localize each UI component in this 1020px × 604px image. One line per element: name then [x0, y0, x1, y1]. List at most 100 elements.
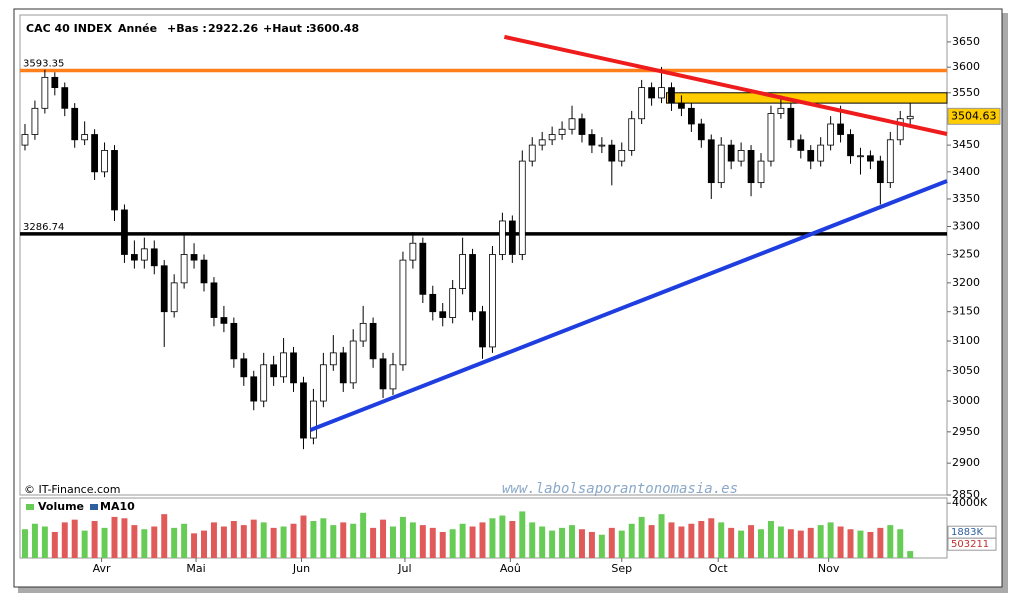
volume-bar [210, 522, 217, 558]
volume-bar [340, 522, 347, 558]
volume-bar [71, 519, 78, 558]
volume-bar [807, 527, 814, 558]
candle-body [349, 340, 357, 384]
candle-body [896, 118, 904, 141]
candle-body [329, 352, 337, 366]
volume-bar [897, 529, 904, 558]
volume-bar [439, 531, 446, 558]
x-tick-label: Jun [292, 562, 310, 575]
candle-body [31, 107, 39, 135]
volume-bar [419, 525, 426, 558]
volume-bar [499, 515, 506, 558]
y-tick-label: 3450 [952, 138, 980, 151]
candle-body [200, 259, 208, 284]
level-label: 3286.74 [23, 222, 64, 233]
candle-body [727, 144, 735, 162]
y-tick-label: 3150 [952, 305, 980, 318]
candle-body [807, 150, 815, 162]
volume-bar [390, 526, 396, 558]
y-tick-label: 3600 [952, 60, 980, 73]
candle-body [608, 144, 616, 162]
trend-line [503, 34, 948, 136]
volume-bar [131, 525, 138, 558]
candle-body [837, 123, 844, 135]
volume-bar [827, 522, 834, 558]
volume-bar [240, 525, 247, 558]
candle-body [71, 107, 79, 141]
volume-bar [569, 525, 576, 558]
volume-bar [648, 525, 655, 558]
volume-bar [230, 521, 237, 558]
stat-label: +Haut : [263, 22, 310, 35]
volume-bar [399, 516, 406, 558]
candle-body [310, 400, 317, 439]
volume-bar [290, 523, 297, 558]
volume-bar [101, 527, 108, 558]
y-tick-label: 2950 [952, 425, 980, 438]
volume-bar [628, 523, 635, 558]
legend-label: Volume [38, 500, 84, 513]
volume-bar [270, 527, 277, 558]
x-tick-label: Nov [818, 562, 840, 575]
ma10-label: 1883K [951, 527, 983, 538]
volume-bar [847, 529, 854, 558]
volume-bar [91, 521, 98, 558]
candle-body [598, 144, 606, 147]
candle-body [648, 87, 655, 99]
volume-bar [250, 519, 257, 558]
x-tick-label: Jul [397, 562, 411, 575]
candle-body [777, 107, 785, 114]
volume-bar [121, 518, 128, 558]
volume-bar [867, 531, 874, 558]
volume-bar [370, 527, 377, 558]
candle-body [508, 220, 516, 255]
candle-body [190, 254, 198, 261]
volume-tag-label: 503211 [951, 539, 989, 550]
volume-bar [21, 529, 28, 558]
volume-bar [220, 526, 227, 558]
volume-bar [578, 529, 585, 558]
volume-bar [777, 526, 784, 558]
candle-body [449, 288, 457, 318]
candle-body [399, 259, 407, 366]
volume-bar [141, 529, 148, 558]
volume-bar [81, 530, 88, 558]
stat-value: 3600.48 [309, 22, 359, 35]
y-tick-label: 3300 [952, 220, 980, 233]
candle-body [847, 134, 854, 157]
candle-body [707, 139, 715, 184]
candle-body [260, 364, 268, 402]
volume-bar [658, 514, 665, 558]
volume-bar [61, 522, 68, 558]
volume-bar [758, 529, 764, 558]
candle-body [81, 134, 89, 141]
candle-body [290, 352, 297, 384]
volume-bar [191, 533, 198, 558]
volume-bar [608, 527, 615, 558]
candle-body [101, 150, 108, 173]
price-tag [947, 107, 1001, 125]
candle-body [867, 155, 874, 162]
candle-body [876, 160, 884, 184]
volume-bar [489, 518, 496, 558]
volume-bar [588, 531, 595, 558]
candle-body [638, 87, 646, 120]
volume-bar [718, 522, 725, 558]
volume-bar [728, 527, 735, 558]
candle-body [528, 144, 536, 162]
candle-body [558, 128, 566, 135]
candle-body [359, 322, 367, 342]
volume-bar [111, 516, 118, 558]
volume-bar [201, 530, 207, 558]
candle-body [250, 376, 258, 402]
volume-bar [678, 526, 685, 558]
level-label: 3593.35 [23, 59, 64, 70]
candle-body [300, 382, 307, 439]
candle-body [230, 322, 238, 360]
y-tick-label: 2850 [952, 488, 980, 501]
volume-bar [638, 516, 645, 558]
y-tick-label: 3200 [952, 276, 980, 289]
candle-body [339, 352, 347, 384]
candle-body [717, 144, 725, 184]
